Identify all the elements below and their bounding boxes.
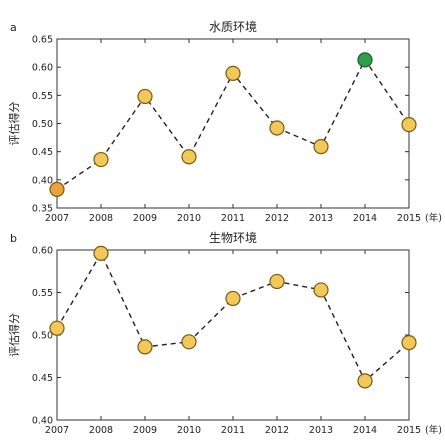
y-tick-label: 0.50 (32, 331, 53, 342)
x-tick-label: 2015 (397, 213, 421, 224)
x-tick-label: 2012 (265, 425, 289, 436)
data-point (313, 138, 329, 155)
y-axis-label: 评估得分 (8, 102, 21, 146)
x-tick-label: 2011 (221, 425, 245, 436)
y-tick-label: 0.40 (32, 416, 53, 427)
data-point (225, 290, 241, 307)
x-tick-label: 2009 (133, 213, 157, 224)
x-tick-label: 2012 (265, 213, 289, 224)
data-point (49, 320, 65, 336)
data-point (357, 373, 373, 389)
chart-title: 生物环境 (209, 230, 257, 245)
data-point (269, 273, 285, 290)
data-point (137, 339, 153, 355)
data-point (269, 120, 285, 136)
data-point (49, 181, 65, 198)
x-tick-label: 2015 (397, 425, 421, 436)
y-tick-label: 0.50 (32, 119, 53, 130)
data-point (225, 65, 241, 81)
y-tick-label: 0.40 (32, 175, 53, 186)
y-tick-label: 0.45 (32, 147, 53, 158)
data-point (357, 52, 373, 68)
x-tick-label: 2010 (177, 213, 201, 224)
data-point (93, 151, 109, 168)
x-tick-label: 2011 (221, 213, 245, 224)
data-point (181, 149, 197, 165)
x-tick-label: 2013 (309, 213, 333, 224)
data-point (93, 245, 109, 261)
panel-label: b (10, 232, 17, 245)
data-point (181, 334, 197, 350)
data-point (401, 335, 417, 351)
x-axis-unit: (年) (425, 212, 442, 224)
x-tick-label: 2013 (309, 425, 333, 436)
y-tick-label: 0.60 (32, 63, 53, 74)
x-tick-label: 2007 (45, 213, 69, 224)
plot-frame (56, 38, 410, 209)
x-tick-label: 2008 (89, 425, 113, 436)
y-tick-label: 0.60 (32, 246, 53, 257)
x-tick-label: 2014 (353, 213, 377, 224)
y-tick-label: 0.55 (32, 91, 53, 102)
chart-title: 水质环境 (209, 19, 257, 34)
x-tick-label: 2014 (353, 425, 377, 436)
y-tick-label: 0.55 (32, 288, 53, 299)
series-line (56, 251, 410, 383)
x-axis-unit: (年) (425, 424, 442, 436)
x-tick-label: 2008 (89, 213, 113, 224)
data-point (401, 117, 417, 133)
plot-frame (56, 249, 410, 421)
x-tick-label: 2009 (133, 425, 157, 436)
x-tick-label: 2010 (177, 425, 201, 436)
y-axis-label: 评估得分 (8, 313, 21, 357)
panel-label: a (10, 21, 17, 34)
x-tick-label: 2007 (45, 425, 69, 436)
y-tick-label: 0.65 (32, 35, 53, 46)
y-tick-label: 0.45 (32, 373, 53, 384)
y-tick-label: 0.35 (32, 204, 53, 215)
data-point (137, 88, 153, 105)
data-point (313, 282, 329, 298)
